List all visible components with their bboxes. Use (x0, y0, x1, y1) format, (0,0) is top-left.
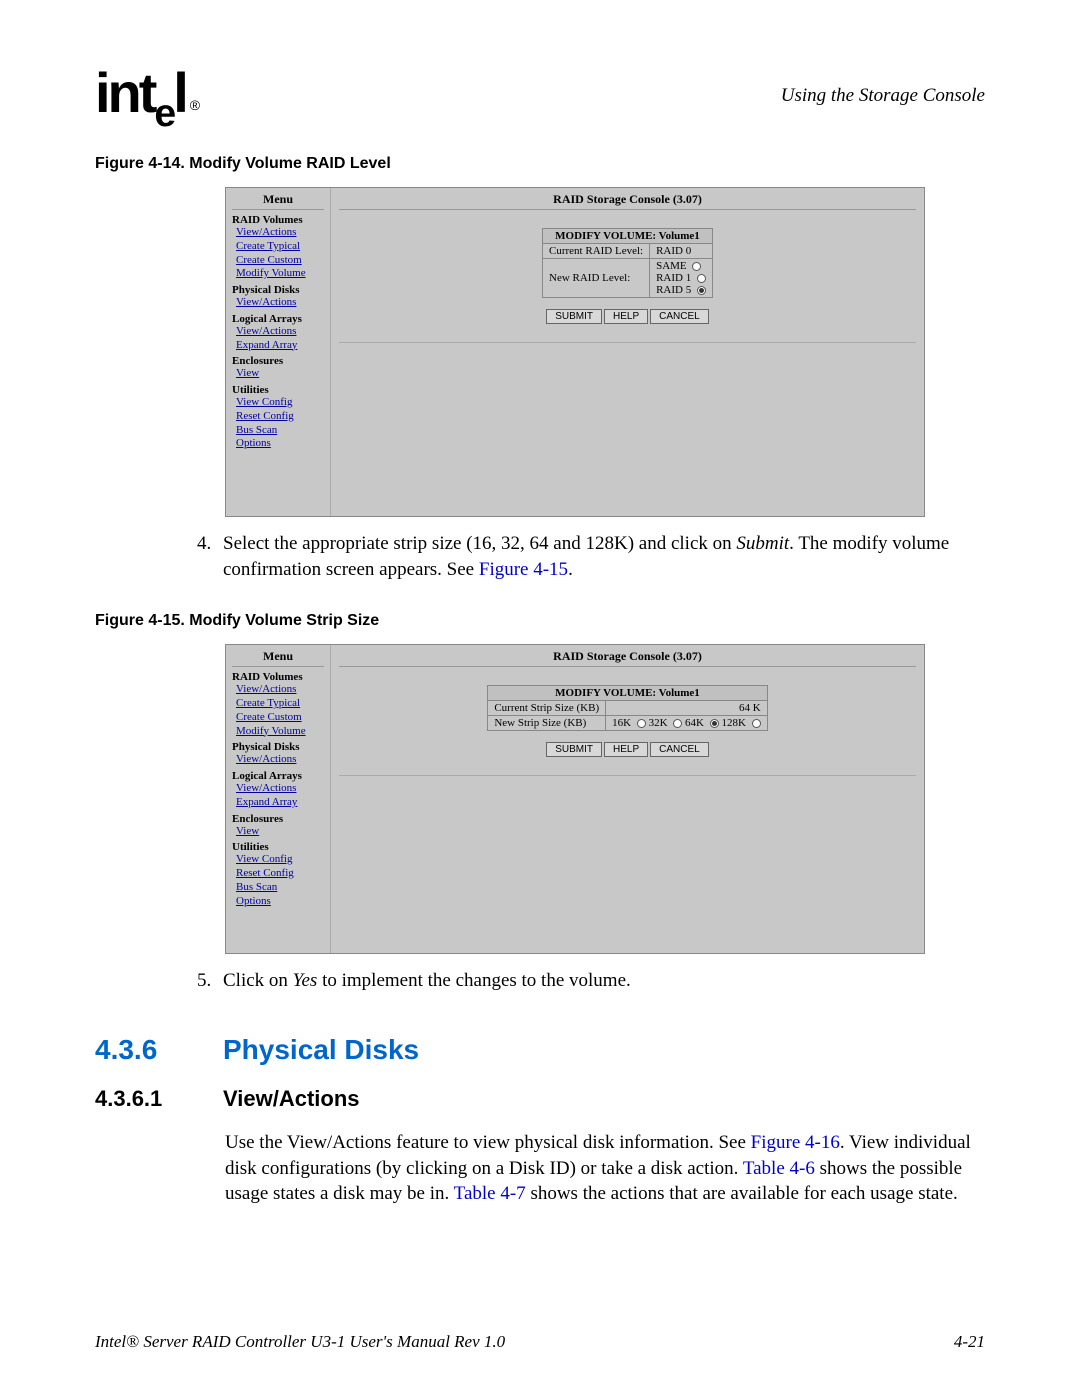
console-main: RAID Storage Console (3.07) MODIFY VOLUM… (331, 645, 924, 953)
menu-title: Menu (232, 649, 324, 667)
current-strip-value: 64 K (606, 701, 768, 716)
menu-section-head: Enclosures (232, 813, 324, 825)
page-footer: Intel® Server RAID Controller U3-1 User'… (95, 1332, 985, 1352)
figure-4-16-link[interactable]: Figure 4-16 (751, 1132, 840, 1153)
footer-manual-title: Intel® Server RAID Controller U3-1 User'… (95, 1332, 505, 1352)
table-4-6-link[interactable]: Table 4-6 (743, 1158, 815, 1179)
table-4-7-link[interactable]: Table 4-7 (454, 1183, 526, 1204)
cancel-button[interactable]: CANCEL (650, 742, 709, 757)
new-strip-label: New Strip Size (KB) (488, 716, 606, 731)
button-row: SUBMITHELPCANCEL (339, 308, 916, 324)
modify-volume-table: MODIFY VOLUME: Volume1 Current RAID Leve… (542, 228, 713, 298)
radio-option[interactable] (710, 719, 719, 728)
menu-section-head: Logical Arrays (232, 770, 324, 782)
menu-section-head: Physical Disks (232, 284, 324, 296)
step-4-text: 4. Select the appropriate strip size (16… (197, 531, 985, 582)
step-5-text: 5. Click on Yes to implement the changes… (197, 968, 985, 994)
menu-link[interactable]: Expand Array (236, 796, 324, 810)
menu-section-head: Utilities (232, 841, 324, 853)
menu-link[interactable]: Create Typical (236, 240, 324, 254)
panel-title: MODIFY VOLUME: Volume1 (488, 686, 767, 701)
new-strip-options[interactable]: 16K 32K 64K 128K (606, 716, 768, 731)
intel-logo: intel® (95, 60, 193, 125)
console-main: RAID Storage Console (3.07) MODIFY VOLUM… (331, 188, 924, 516)
divider (339, 775, 916, 776)
menu-link[interactable]: Expand Array (236, 339, 324, 353)
menu-section-head: RAID Volumes (232, 671, 324, 683)
current-raid-label: Current RAID Level: (543, 244, 650, 259)
menu-link[interactable]: Options (236, 895, 324, 909)
menu-link[interactable]: Modify Volume (236, 725, 324, 739)
current-strip-label: Current Strip Size (KB) (488, 701, 606, 716)
menu-link[interactable]: View (236, 367, 324, 381)
menu-link[interactable]: View/Actions (236, 226, 324, 240)
modify-volume-table: MODIFY VOLUME: Volume1 Current Strip Siz… (487, 685, 767, 731)
section-4-3-6-heading: 4.3.6Physical Disks (95, 1034, 985, 1066)
menu-link[interactable]: View/Actions (236, 782, 324, 796)
menu-section-head: RAID Volumes (232, 214, 324, 226)
menu-link[interactable]: View/Actions (236, 753, 324, 767)
current-raid-value: RAID 0 (650, 244, 713, 259)
menu-title: Menu (232, 192, 324, 210)
menu-link[interactable]: Create Custom (236, 254, 324, 268)
menu-link[interactable]: View (236, 825, 324, 839)
divider (339, 342, 916, 343)
menu-link[interactable]: View Config (236, 396, 324, 410)
figure-4-14-screenshot: Menu RAID VolumesView/ActionsCreate Typi… (225, 187, 925, 517)
sidebar-menu: Menu RAID VolumesView/ActionsCreate Typi… (226, 188, 331, 516)
panel-title: MODIFY VOLUME: Volume1 (543, 229, 713, 244)
radio-option[interactable] (752, 719, 761, 728)
figure-4-15-link[interactable]: Figure 4-15 (479, 559, 568, 580)
menu-section-head: Logical Arrays (232, 313, 324, 325)
section-4-3-6-1-paragraph: Use the View/Actions feature to view phy… (225, 1130, 985, 1207)
new-raid-options[interactable]: SAME RAID 1 RAID 5 (650, 259, 713, 298)
radio-option[interactable] (697, 286, 706, 295)
footer-page-number: 4-21 (954, 1332, 985, 1352)
button-row: SUBMITHELPCANCEL (339, 741, 916, 757)
submit-button[interactable]: SUBMIT (546, 309, 602, 324)
menu-link[interactable]: View/Actions (236, 325, 324, 339)
submit-button[interactable]: SUBMIT (546, 742, 602, 757)
radio-option[interactable] (637, 719, 646, 728)
menu-link[interactable]: Reset Config (236, 867, 324, 881)
radio-option[interactable] (673, 719, 682, 728)
page-header: intel® Using the Storage Console (95, 60, 985, 125)
menu-link[interactable]: Bus Scan (236, 424, 324, 438)
menu-link[interactable]: Options (236, 437, 324, 451)
menu-section-head: Utilities (232, 384, 324, 396)
menu-link[interactable]: View/Actions (236, 296, 324, 310)
figure-4-15-caption: Figure 4-15. Modify Volume Strip Size (95, 612, 985, 630)
sidebar-menu: Menu RAID VolumesView/ActionsCreate Typi… (226, 645, 331, 953)
radio-option[interactable] (692, 262, 701, 271)
console-title: RAID Storage Console (3.07) (339, 649, 916, 667)
menu-link[interactable]: Reset Config (236, 410, 324, 424)
menu-link[interactable]: Bus Scan (236, 881, 324, 895)
menu-link[interactable]: View/Actions (236, 683, 324, 697)
figure-4-14-caption: Figure 4-14. Modify Volume RAID Level (95, 155, 985, 173)
menu-section-head: Physical Disks (232, 741, 324, 753)
figure-4-15-screenshot: Menu RAID VolumesView/ActionsCreate Typi… (225, 644, 925, 954)
console-title: RAID Storage Console (3.07) (339, 192, 916, 210)
cancel-button[interactable]: CANCEL (650, 309, 709, 324)
new-raid-label: New RAID Level: (543, 259, 650, 298)
menu-link[interactable]: Create Typical (236, 697, 324, 711)
radio-option[interactable] (697, 274, 706, 283)
help-button[interactable]: HELP (604, 742, 648, 757)
menu-link[interactable]: View Config (236, 853, 324, 867)
menu-section-head: Enclosures (232, 355, 324, 367)
menu-link[interactable]: Create Custom (236, 711, 324, 725)
menu-link[interactable]: Modify Volume (236, 267, 324, 281)
header-chapter-title: Using the Storage Console (781, 85, 985, 107)
section-4-3-6-1-heading: 4.3.6.1View/Actions (95, 1086, 985, 1112)
help-button[interactable]: HELP (604, 309, 648, 324)
